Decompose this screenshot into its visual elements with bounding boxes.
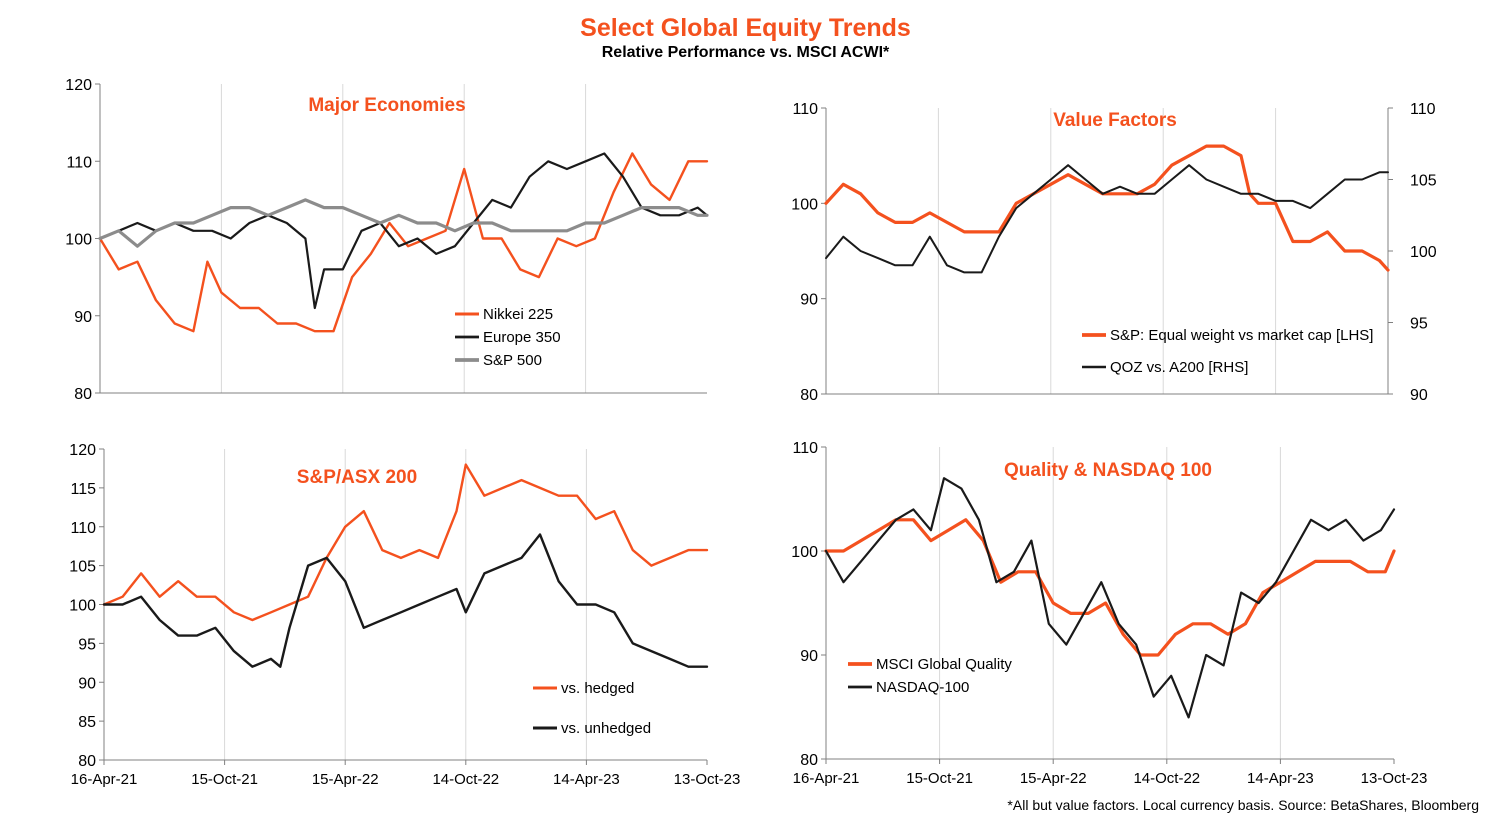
- y-tick-label: 110: [66, 154, 92, 171]
- y-tick-label: 80: [74, 386, 92, 403]
- series-line-0: [824, 144, 1390, 272]
- x-tick-label: 14-Apr-23: [1247, 770, 1314, 787]
- series-line-1: [98, 152, 709, 310]
- y-tick-label: 80: [78, 753, 96, 770]
- y-right-tick-label: 105: [1410, 173, 1437, 190]
- x-tick-label: 15-Oct-21: [191, 771, 258, 788]
- footnote: *All but value factors. Local currency b…: [1007, 797, 1479, 813]
- panel-title: Quality & NASDAQ 100: [1004, 460, 1212, 481]
- y-tick-label: 105: [69, 559, 96, 576]
- y-tick-label: 110: [792, 440, 818, 457]
- y-tick-label: 90: [78, 675, 96, 692]
- legend-label: Europe 350: [483, 329, 561, 346]
- x-tick-label: 16-Apr-21: [793, 770, 860, 787]
- chart-panel-major-economies: 80 90 100 110 120 Major Economies Nikkei 225 Eu…: [65, 77, 709, 403]
- y-right-tick-label: 110: [1410, 101, 1436, 118]
- x-tick-label: 13-Oct-23: [1361, 770, 1428, 787]
- series-line-0: [824, 518, 1396, 657]
- series-line-0: [102, 463, 709, 622]
- y-tick-label: 80: [800, 752, 818, 769]
- panel-title: Major Economies: [308, 95, 465, 116]
- x-tick-label: 15-Oct-21: [906, 770, 973, 787]
- y-tick-label: 100: [791, 196, 818, 213]
- y-tick-label: 115: [70, 481, 96, 498]
- chart-panel-value-factors: 80 90 100 110 90 95 100 105 110 Value Factors S&P:…: [791, 101, 1437, 404]
- y-tick-label: 100: [791, 544, 818, 561]
- chart-panel-sp-asx-200: 80 85 90 95 100 105 110 115 120 16-Apr-21 15-Oct-2…: [69, 442, 740, 788]
- x-tick-label: 14-Oct-22: [432, 771, 499, 788]
- x-tick-label: 14-Apr-23: [553, 771, 620, 788]
- legend-label: MSCI Global Quality: [876, 656, 1012, 673]
- legend-label: NASDAQ-100: [876, 679, 969, 696]
- x-tick-label: 13-Oct-23: [674, 771, 741, 788]
- y-tick-label: 110: [70, 520, 96, 537]
- x-tick-label: 15-Apr-22: [1020, 770, 1087, 787]
- x-tick-label: 16-Apr-21: [71, 771, 138, 788]
- legend-label: vs. hedged: [561, 680, 634, 697]
- series-line-0: [98, 152, 709, 333]
- y-tick-label: 120: [69, 442, 96, 459]
- main-subtitle: Relative Performance vs. MSCI ACWI*: [601, 44, 890, 61]
- x-tick-label: 15-Apr-22: [312, 771, 379, 788]
- y-tick-label: 95: [78, 636, 96, 653]
- panel-title: Value Factors: [1053, 110, 1177, 131]
- y-right-tick-label: 100: [1410, 244, 1437, 261]
- y-tick-label: 100: [69, 598, 96, 615]
- y-tick-label: 110: [792, 101, 818, 118]
- panel-title: S&P/ASX 200: [297, 467, 417, 488]
- y-right-tick-label: 90: [1410, 387, 1428, 404]
- y-tick-label: 90: [800, 648, 818, 665]
- series-line-1: [102, 533, 709, 668]
- series-line-1: [824, 477, 1396, 719]
- legend-label: S&P 500: [483, 352, 542, 369]
- legend-label: Nikkei 225: [483, 306, 553, 323]
- main-title: Select Global Equity Trends: [580, 14, 911, 42]
- series-line-1: [825, 164, 1389, 274]
- y-right-tick-label: 95: [1410, 316, 1428, 333]
- legend-label: vs. unhedged: [561, 720, 651, 737]
- chart-panel-quality-nasdaq: 80 90 100 110 16-Apr-21 15-Oct-21 15-Apr-22 14-…: [791, 440, 1427, 787]
- y-tick-label: 90: [74, 309, 92, 326]
- y-tick-label: 90: [800, 292, 818, 309]
- legend-label: S&P: Equal weight vs market cap [LHS]: [1110, 327, 1373, 344]
- x-tick-label: 14-Oct-22: [1133, 770, 1200, 787]
- y-tick-label: 85: [78, 714, 96, 731]
- series-line-2: [98, 198, 709, 248]
- y-tick-label: 120: [65, 77, 92, 94]
- y-tick-label: 80: [800, 387, 818, 404]
- legend-label: QOZ vs. A200 [RHS]: [1110, 359, 1248, 376]
- y-tick-label: 100: [65, 232, 92, 249]
